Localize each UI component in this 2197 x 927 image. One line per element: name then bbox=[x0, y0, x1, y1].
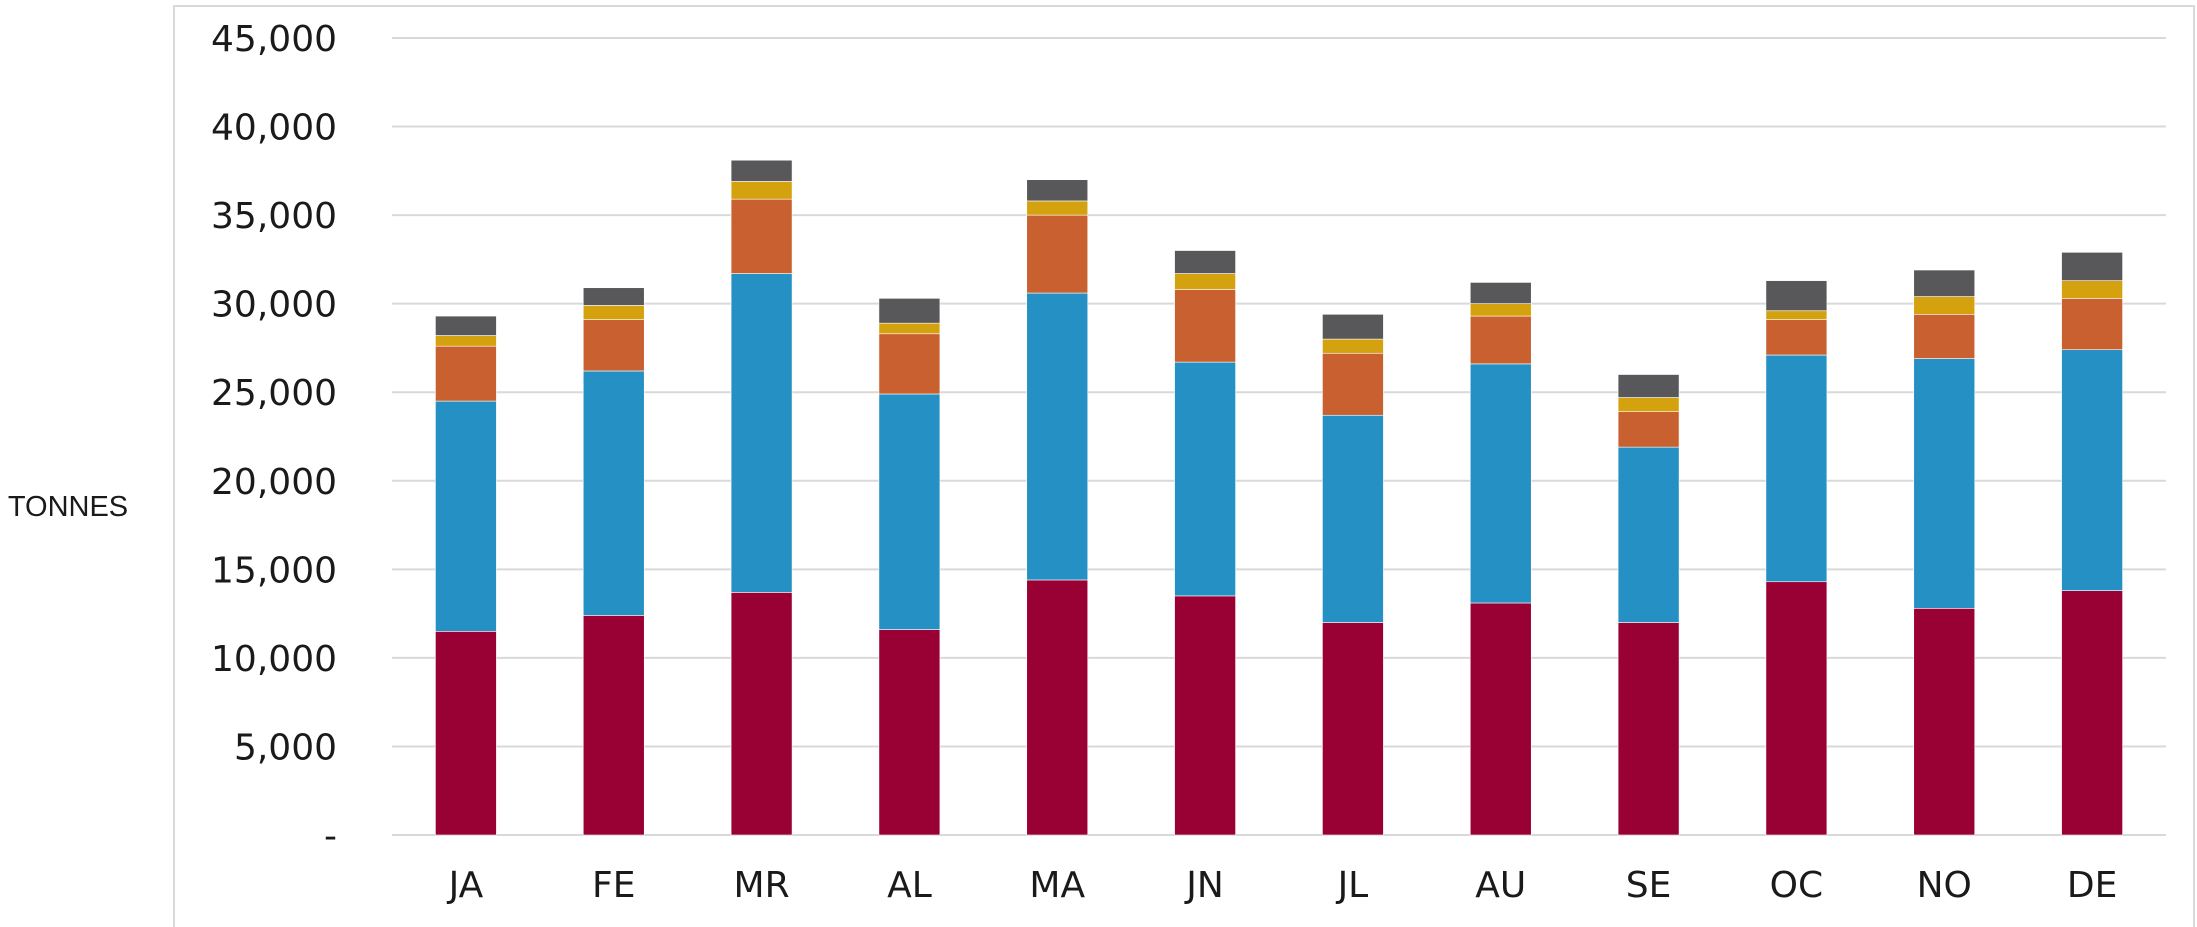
y-tick-label: - bbox=[324, 816, 337, 857]
bar-segment-au-5 bbox=[1469, 282, 1532, 304]
bar-segment-oc-3 bbox=[1765, 319, 1828, 356]
bar-segment-jn-3 bbox=[1174, 289, 1236, 363]
bar-segment-no-1 bbox=[1913, 607, 1976, 836]
bar-segment-de-5 bbox=[2061, 252, 2123, 281]
bar-segment-no-3 bbox=[1913, 313, 1976, 359]
x-tick-label: MR bbox=[734, 865, 790, 906]
bar-segment-oc-2 bbox=[1765, 354, 1828, 583]
y-axis-label: TONNES bbox=[8, 491, 128, 523]
bar-segment-jl-1 bbox=[1322, 622, 1384, 836]
bar-segment-mr-2 bbox=[730, 273, 793, 593]
bar-segment-se-5 bbox=[1617, 374, 1680, 398]
y-tick-label: 20,000 bbox=[211, 462, 337, 503]
x-tick-label: JL bbox=[1336, 865, 1369, 906]
bar-segment-de-4 bbox=[2061, 280, 2123, 299]
bar-segment-ma-2 bbox=[1026, 292, 1089, 581]
bar-segment-ja-4 bbox=[435, 335, 497, 347]
bar-segment-oc-5 bbox=[1765, 280, 1828, 312]
bar-segment-jn-1 bbox=[1174, 595, 1236, 836]
bar-segment-fe-1 bbox=[582, 615, 645, 836]
x-tick-label: MA bbox=[1029, 865, 1085, 906]
bar-segment-jn-5 bbox=[1174, 250, 1236, 274]
bar-segment-jl-4 bbox=[1322, 338, 1384, 354]
bar-segment-oc-4 bbox=[1765, 310, 1828, 320]
bar-segment-no-5 bbox=[1913, 269, 1976, 297]
bar-segment-fe-2 bbox=[582, 370, 645, 616]
bar-segment-jn-4 bbox=[1174, 273, 1236, 290]
bar-segment-no-4 bbox=[1913, 296, 1976, 315]
bar-segment-de-2 bbox=[2061, 349, 2123, 591]
bar-segment-oc-1 bbox=[1765, 581, 1828, 836]
bar-segment-al-5 bbox=[878, 298, 941, 324]
x-tick-label: SE bbox=[1626, 865, 1672, 906]
y-tick-label: 10,000 bbox=[211, 639, 337, 680]
bar-segment-ma-4 bbox=[1026, 200, 1089, 216]
x-tick-label: FE bbox=[592, 865, 635, 906]
bar-segment-jl-3 bbox=[1322, 352, 1384, 416]
y-axis-ticks: - 5,000 10,000 15,000 20,000 25,000 30,000 35,0… bbox=[211, 19, 337, 857]
y-tick-label: 35,000 bbox=[211, 196, 337, 237]
bar-segment-mr-5 bbox=[730, 159, 793, 182]
bar-segment-ma-1 bbox=[1026, 579, 1089, 836]
bar-segment-al-4 bbox=[878, 322, 941, 335]
bar-segment-de-1 bbox=[2061, 590, 2123, 836]
bar-segment-se-2 bbox=[1617, 446, 1680, 623]
bar-segment-ja-2 bbox=[435, 400, 497, 632]
x-tick-label: AL bbox=[887, 865, 932, 906]
bar-segment-se-3 bbox=[1617, 411, 1680, 448]
bar-segment-au-2 bbox=[1469, 363, 1532, 604]
bar-segment-au-4 bbox=[1469, 303, 1532, 317]
bar-segment-ja-3 bbox=[435, 345, 497, 402]
gridlines bbox=[392, 37, 2166, 836]
bar-segment-ja-1 bbox=[435, 631, 497, 836]
y-tick-label: 15,000 bbox=[211, 550, 337, 591]
bar-segment-mr-4 bbox=[730, 181, 793, 200]
x-tick-label: NO bbox=[1917, 865, 1972, 906]
bar-segment-jl-5 bbox=[1322, 313, 1384, 340]
bar-segment-de-3 bbox=[2061, 298, 2123, 351]
x-axis-ticks: JA FE MR AL MA JN JL AU SE OC NO DE bbox=[447, 865, 2118, 906]
bars bbox=[435, 159, 2123, 836]
bar-segment-fe-3 bbox=[582, 319, 645, 372]
bar-segment-fe-4 bbox=[582, 305, 645, 320]
x-tick-label: OC bbox=[1770, 865, 1823, 906]
y-tick-label: 25,000 bbox=[211, 373, 337, 414]
bar-segment-al-1 bbox=[878, 629, 941, 836]
bar-segment-se-4 bbox=[1617, 397, 1680, 413]
y-tick-label: 45,000 bbox=[211, 19, 337, 60]
bar-segment-ma-3 bbox=[1026, 214, 1089, 294]
x-tick-label: JA bbox=[447, 865, 484, 906]
bar-segment-ja-5 bbox=[435, 315, 497, 336]
bar-segment-fe-5 bbox=[582, 287, 645, 306]
bar-segment-se-1 bbox=[1617, 622, 1680, 836]
bar-segment-au-1 bbox=[1469, 602, 1532, 836]
x-tick-label: JN bbox=[1184, 865, 1224, 906]
x-tick-label: AU bbox=[1475, 865, 1526, 906]
bar-segment-jn-2 bbox=[1174, 361, 1236, 597]
bar-segment-al-3 bbox=[878, 333, 941, 395]
bar-segment-jl-2 bbox=[1322, 414, 1384, 623]
y-tick-label: 5,000 bbox=[234, 727, 337, 768]
bar-segment-no-2 bbox=[1913, 358, 1976, 609]
bar-segment-ma-5 bbox=[1026, 179, 1089, 202]
bar-segment-al-2 bbox=[878, 393, 941, 630]
bar-segment-mr-1 bbox=[730, 592, 793, 836]
y-tick-label: 40,000 bbox=[211, 108, 337, 149]
bar-segment-au-3 bbox=[1469, 315, 1532, 365]
plot-frame bbox=[173, 5, 2195, 927]
y-tick-label: 30,000 bbox=[211, 285, 337, 326]
bar-segment-mr-3 bbox=[730, 198, 793, 274]
x-tick-label: DE bbox=[2067, 865, 2117, 906]
